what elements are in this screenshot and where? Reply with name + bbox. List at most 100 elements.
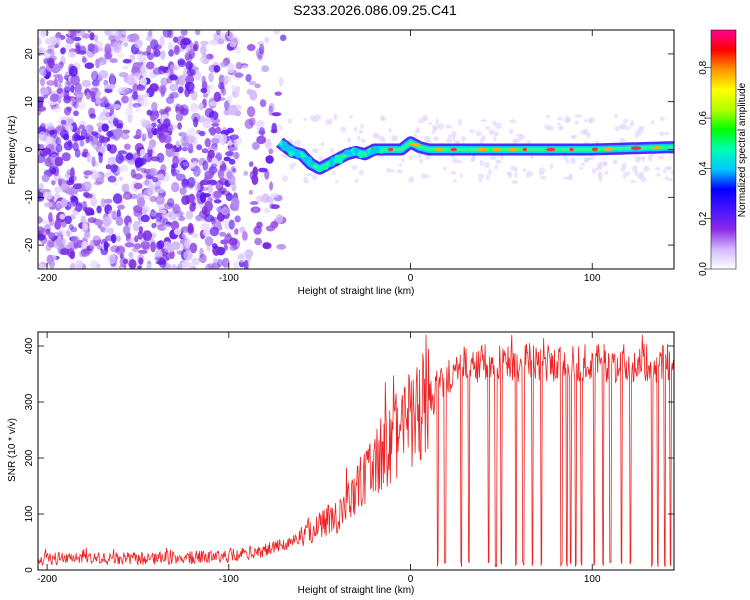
noise-blob xyxy=(254,83,261,89)
noise-blob xyxy=(169,74,178,81)
noise-blob xyxy=(157,123,166,131)
noise-blob xyxy=(468,129,476,133)
noise-blob xyxy=(86,92,91,100)
noise-blob xyxy=(259,99,267,108)
noise-blob xyxy=(547,125,554,131)
noise-blob xyxy=(109,58,118,63)
noise-blob xyxy=(39,30,48,38)
noise-blob xyxy=(313,148,319,154)
signal-hotspot xyxy=(569,147,574,152)
noise-blob xyxy=(185,81,195,92)
noise-blob xyxy=(167,30,174,39)
noise-blob xyxy=(207,149,215,159)
noise-blob xyxy=(149,70,158,79)
noise-blob xyxy=(227,104,238,116)
noise-blob xyxy=(98,70,109,79)
noise-blob xyxy=(152,176,159,183)
noise-blob xyxy=(522,168,527,172)
noise-blob xyxy=(97,126,103,133)
noise-blob xyxy=(264,36,270,44)
noise-blob xyxy=(275,214,284,224)
noise-blob xyxy=(450,171,457,175)
noise-blob xyxy=(82,248,93,255)
noise-blob xyxy=(484,161,490,169)
noise-blob xyxy=(74,148,81,158)
noise-blob xyxy=(259,43,265,55)
noise-blob xyxy=(70,235,80,244)
noise-blob xyxy=(570,157,576,165)
noise-blob xyxy=(306,173,313,177)
noise-blob xyxy=(346,137,352,143)
noise-blob xyxy=(139,149,146,157)
noise-blob xyxy=(380,114,385,121)
noise-blob xyxy=(55,124,65,136)
noise-blob xyxy=(138,249,148,254)
noise-blob xyxy=(245,74,252,82)
noise-blob xyxy=(49,217,55,227)
noise-blob xyxy=(41,147,52,155)
noise-blob xyxy=(511,180,519,184)
noise-blob xyxy=(160,77,169,87)
noise-blob xyxy=(231,84,237,92)
noise-blob xyxy=(257,54,263,61)
colorbar-frame xyxy=(710,29,737,270)
noise-blob xyxy=(71,100,77,107)
noise-blob xyxy=(77,135,86,141)
noise-blob xyxy=(591,167,597,174)
noise-blob xyxy=(73,110,79,117)
noise-blob xyxy=(213,199,222,204)
noise-blob xyxy=(198,102,204,111)
noise-blob xyxy=(163,224,171,231)
noise-blob xyxy=(92,235,101,241)
noise-blob xyxy=(514,166,518,172)
noise-blob xyxy=(76,94,84,99)
noise-blob xyxy=(276,243,287,250)
noise-blob xyxy=(96,205,102,214)
noise-blob xyxy=(115,31,122,41)
noise-blob xyxy=(530,155,534,159)
noise-blob xyxy=(122,58,132,64)
signal-blob xyxy=(333,157,340,164)
noise-blob xyxy=(107,116,114,122)
noise-blob xyxy=(333,113,338,120)
colorbar: 0.0 0.2 0.4 0.6 0.8 Normalized spectral ampl… xyxy=(698,29,748,276)
noise-blob xyxy=(100,224,109,234)
noise-blob xyxy=(123,225,131,235)
noise-blob xyxy=(224,257,230,268)
noise-blob xyxy=(135,105,140,113)
noise-blob xyxy=(231,152,240,159)
noise-blob xyxy=(265,225,276,232)
noise-blob xyxy=(218,82,225,90)
noise-blob xyxy=(181,142,191,147)
noise-blob xyxy=(199,56,204,63)
noise-blob xyxy=(584,119,588,123)
snr-marks xyxy=(38,334,674,568)
noise-blob xyxy=(97,57,107,66)
signal-blob xyxy=(288,150,295,157)
noise-blob xyxy=(190,102,199,113)
noise-blob xyxy=(158,108,169,115)
noise-blob xyxy=(360,138,366,144)
noise-blob xyxy=(570,134,578,139)
noise-blob xyxy=(312,117,319,122)
noise-blob xyxy=(209,39,220,46)
noise-blob xyxy=(242,231,248,241)
noise-blob xyxy=(423,135,431,143)
colorbar-tick-label: 0.8 xyxy=(698,60,709,74)
noise-blob xyxy=(158,258,167,268)
noise-blob xyxy=(201,54,210,65)
noise-blob xyxy=(223,244,228,251)
noise-blob xyxy=(53,63,63,72)
noise-blob xyxy=(58,74,63,83)
noise-blob xyxy=(152,130,157,136)
noise-blob xyxy=(153,44,162,50)
noise-blob xyxy=(161,212,169,223)
noise-blob xyxy=(233,260,240,269)
noise-blob xyxy=(437,123,444,130)
noise-blob xyxy=(470,157,475,162)
x-tick-label: 0 xyxy=(408,574,414,585)
noise-blob xyxy=(82,57,88,63)
noise-blob xyxy=(170,220,180,231)
noise-blob xyxy=(509,128,514,135)
noise-blob xyxy=(56,37,62,46)
